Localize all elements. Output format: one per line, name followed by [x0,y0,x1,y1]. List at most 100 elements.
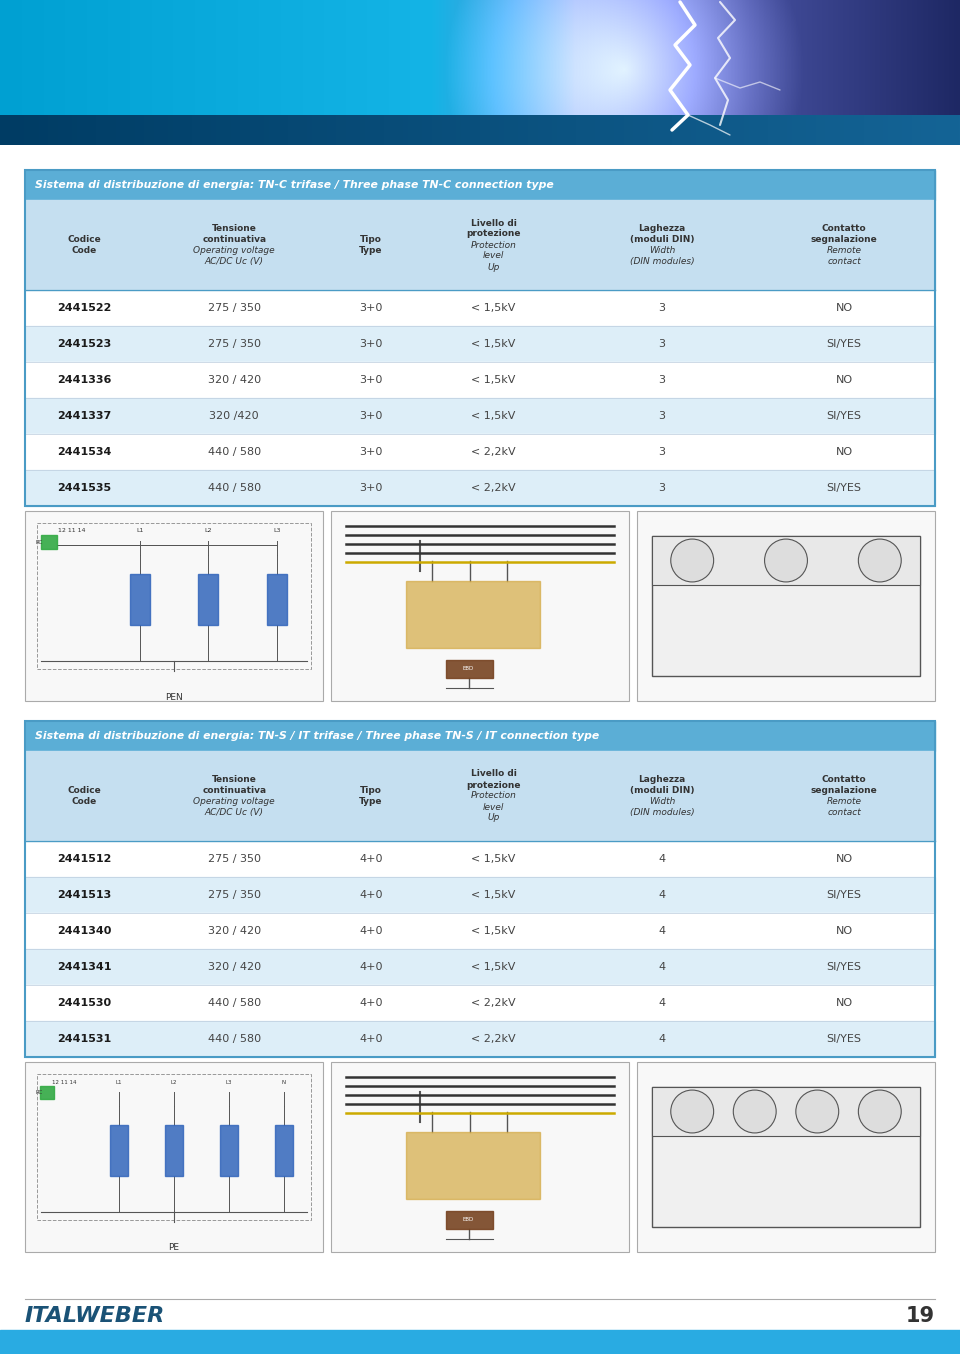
Text: Laghezza: Laghezza [638,774,685,784]
Text: 320 / 420: 320 / 420 [207,961,261,972]
Text: 4+0: 4+0 [359,890,382,900]
Text: continuativa: continuativa [203,236,266,244]
Text: (moduli DIN): (moduli DIN) [630,236,694,244]
Text: Livello di: Livello di [470,218,516,227]
Text: 320 /420: 320 /420 [209,412,259,421]
Circle shape [733,1090,777,1133]
Bar [25,1021,935,1057]
Text: 4+0: 4+0 [359,998,382,1007]
Text: 2441512: 2441512 [57,854,111,864]
Text: L1: L1 [136,528,143,533]
Text: PEN: PEN [165,692,182,701]
Text: 2441341: 2441341 [57,961,111,972]
Text: 2441530: 2441530 [57,998,111,1007]
Text: < 1,5kV: < 1,5kV [471,890,516,900]
Text: Operating voltage: Operating voltage [194,246,276,255]
Text: L2: L2 [204,528,212,533]
Text: SI/YES: SI/YES [827,483,861,493]
Text: L1: L1 [116,1079,123,1085]
Text: AC/DC Uc (V): AC/DC Uc (V) [204,257,264,265]
Text: 2441535: 2441535 [57,483,111,493]
Bar [25,362,935,398]
Bar [25,435,935,470]
Text: (moduli DIN): (moduli DIN) [630,787,694,795]
Text: segnalazione: segnalazione [810,236,877,244]
Text: 3: 3 [659,483,665,493]
Text: NO: NO [835,447,852,458]
Text: sn: sn [782,1239,790,1244]
Text: < 1,5kV: < 1,5kV [471,338,516,349]
Text: Protection: Protection [470,792,516,800]
Bar [445,1210,492,1228]
Text: protezione: protezione [467,229,521,238]
Bar [445,659,492,677]
Text: < 1,5kV: < 1,5kV [471,961,516,972]
Text: < 2,2kV: < 2,2kV [471,1034,516,1044]
Text: NO: NO [835,926,852,936]
Text: 3+0: 3+0 [359,412,382,421]
Bar [25,949,935,984]
Text: L3: L3 [273,528,280,533]
Text: 2441336: 2441336 [57,375,111,385]
Text: RC: RC [36,1090,42,1094]
Text: Code: Code [72,246,97,255]
Bar [165,1125,183,1177]
Text: 275 / 350: 275 / 350 [207,854,261,864]
Circle shape [858,1090,901,1133]
Text: 4+0: 4+0 [359,1034,382,1044]
Text: Remote: Remote [827,246,861,255]
Text: 2441534: 2441534 [57,447,111,458]
Text: 320 / 420: 320 / 420 [207,375,261,385]
Text: RC: RC [36,539,42,544]
Text: < 2,2kV: < 2,2kV [471,483,516,493]
Bar [0,1330,960,1354]
Text: Tipo: Tipo [360,787,382,795]
Text: level: level [483,803,504,811]
Text: Codice: Codice [67,236,101,244]
Text: 3+0: 3+0 [359,338,382,349]
Text: 3: 3 [659,303,665,313]
Text: (DIN modules): (DIN modules) [630,257,694,265]
Bar [25,326,935,362]
Text: < 2,2kV: < 2,2kV [471,447,516,458]
Text: 4+0: 4+0 [359,961,382,972]
Text: 4: 4 [659,961,665,972]
Text: continuativa: continuativa [203,787,266,795]
Text: 4: 4 [659,998,665,1007]
Text: (DIN modules): (DIN modules) [630,808,694,816]
Text: 3: 3 [659,338,665,349]
Text: 2441523: 2441523 [57,338,111,349]
Text: < 1,5kV: < 1,5kV [471,412,516,421]
Text: sn: sn [782,688,790,695]
Bar [331,510,629,701]
Bar [652,536,920,676]
Text: Type: Type [359,798,382,806]
Text: 3: 3 [659,375,665,385]
Text: Livello di: Livello di [470,769,516,779]
Text: < 1,5kV: < 1,5kV [471,854,516,864]
Text: 275 / 350: 275 / 350 [207,890,261,900]
Text: contact: contact [828,257,861,265]
Text: 4: 4 [659,854,665,864]
Text: PE: PE [169,1243,180,1252]
Text: 2441337: 2441337 [57,412,111,421]
Text: Remote: Remote [827,798,861,806]
Bar [25,1062,323,1252]
Bar [110,1125,129,1177]
Text: 3+0: 3+0 [359,483,382,493]
Text: Width: Width [649,246,675,255]
Text: 2441513: 2441513 [57,890,111,900]
Text: segnalazione: segnalazione [810,787,877,795]
Text: NO: NO [835,303,852,313]
Text: 4: 4 [659,890,665,900]
Bar [637,510,935,701]
Text: 4: 4 [659,926,665,936]
Bar [25,510,323,701]
Circle shape [858,539,901,582]
Bar [25,200,935,290]
Bar [25,877,935,913]
Bar [267,574,287,626]
Bar [405,581,540,647]
Bar [275,1125,293,1177]
Bar [652,536,920,585]
